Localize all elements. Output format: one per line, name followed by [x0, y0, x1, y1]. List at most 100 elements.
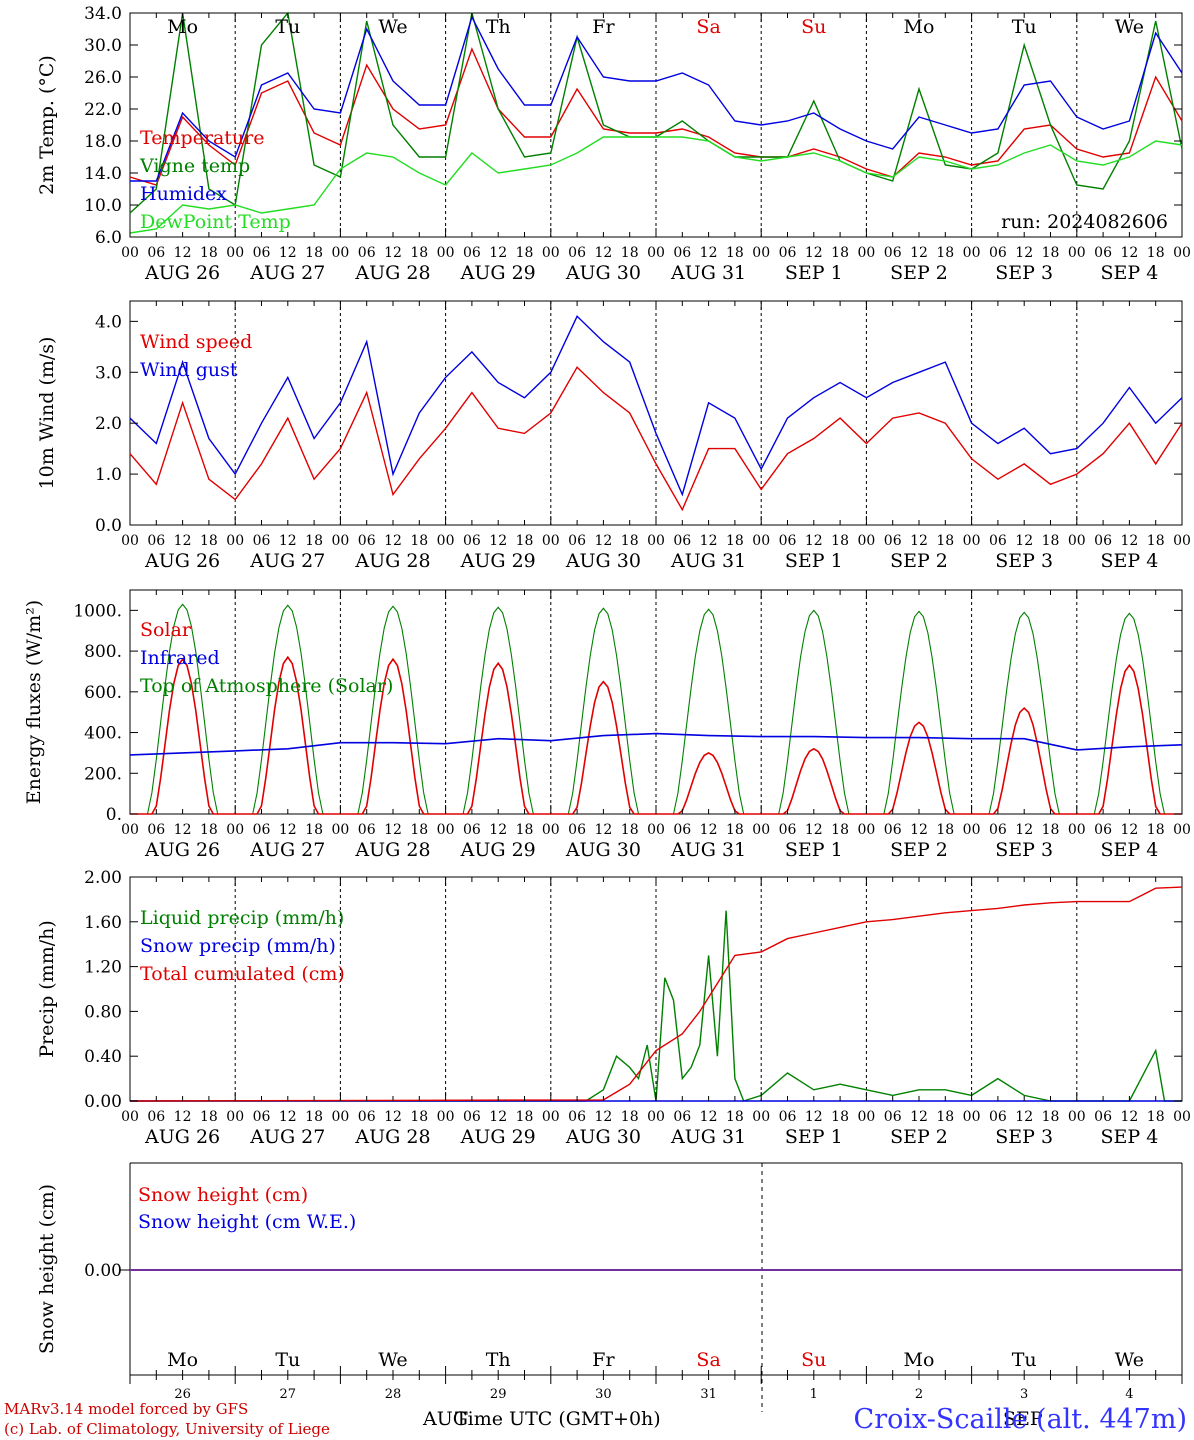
humidex-line [130, 15, 1183, 182]
snow-ytick-label: 0.00 [84, 1261, 122, 1281]
date-label: SEP 2 [890, 839, 948, 861]
snow-weekday-label: Mo [904, 1349, 935, 1371]
date-label: AUG 31 [670, 1126, 746, 1148]
y-tick-label: 14.0 [84, 164, 122, 184]
hour-tick-label: 18 [516, 1109, 534, 1125]
date-label: AUG 30 [565, 839, 641, 861]
hour-tick-label: 12 [1015, 533, 1033, 549]
hour-tick-label: 06 [884, 822, 902, 838]
date-label: SEP 3 [995, 839, 1053, 861]
hour-tick-label: 18 [410, 245, 428, 261]
y-tick-label: 22.0 [84, 100, 122, 120]
energy-panel: 00 06 12 18 00 06 12 18 00 06 12 18 00 06 12 18 00 06 12 18… [23, 589, 1191, 861]
hour-tick-label: 06 [253, 245, 271, 261]
hour-tick-label: 12 [1120, 245, 1138, 261]
hour-tick-label: 00 [226, 822, 244, 838]
hour-tick-label: 12 [1015, 245, 1033, 261]
date-label: AUG 27 [249, 550, 325, 572]
wind-panel: 00 06 12 18 00 06 12 18 00 06 12 18 00 06 12 18 00 06 12 18… [36, 300, 1191, 572]
hour-tick-label: 00 [437, 245, 455, 261]
hour-tick-label: 00 [437, 822, 455, 838]
total-cumulated-cm--line [129, 886, 1183, 1102]
legend-dewpoint: DewPoint Temp [140, 211, 291, 233]
hour-tick-label: 06 [1094, 533, 1112, 549]
hour-tick-label: 12 [1120, 533, 1138, 549]
snow-weekday-label: Th [486, 1349, 511, 1371]
weekday-label: Su [801, 16, 826, 38]
date-label: SEP 3 [995, 1126, 1053, 1148]
hour-tick-label: 12 [1120, 822, 1138, 838]
hour-tick-label: 12 [910, 822, 928, 838]
snow-day-number: 28 [385, 1387, 402, 1402]
date-label: SEP 1 [785, 550, 843, 572]
hour-tick-label: 18 [1147, 1109, 1165, 1125]
hour-tick-label: 18 [200, 533, 218, 549]
snow-weekday-label: We [378, 1349, 407, 1371]
hour-tick-label: 18 [1042, 245, 1060, 261]
hour-tick-label: 12 [594, 533, 612, 549]
date-label: SEP 1 [785, 839, 843, 861]
snow-day-number: 31 [700, 1387, 717, 1402]
snow-day-number: 2 [915, 1387, 923, 1402]
snow-weekday-label: Su [801, 1349, 826, 1371]
hour-tick-label: 00 [331, 245, 349, 261]
hour-tick-label: 00 [647, 533, 665, 549]
y-tick-label: 2.0 [95, 414, 122, 434]
hour-tick-label: 00 [963, 822, 981, 838]
hour-tick-label: 06 [1094, 1109, 1112, 1125]
snow-day-number: 27 [280, 1387, 297, 1402]
hour-tick-label: 06 [989, 822, 1007, 838]
legend-wind-speed: Wind speed [140, 331, 252, 353]
station-title: Croix-Scaille (alt. 447m) [854, 1404, 1187, 1435]
hour-tick-label: 18 [831, 1109, 849, 1125]
date-label: AUG 30 [565, 550, 641, 572]
hour-tick-label: 06 [673, 822, 691, 838]
hour-tick-label: 18 [305, 533, 323, 549]
hour-tick-label: 12 [700, 533, 718, 549]
hour-tick-label: 06 [568, 245, 586, 261]
legend-infrared: Infrared [140, 647, 220, 669]
hour-tick-label: 18 [831, 822, 849, 838]
legend-snow-height: Snow height (cm) [138, 1184, 308, 1206]
y-tick-label: 0.00 [84, 1092, 122, 1112]
hour-tick-label: 00 [1068, 1109, 1086, 1125]
hour-tick-label: 12 [594, 822, 612, 838]
hour-tick-label: 00 [542, 822, 560, 838]
hour-tick-label: 18 [516, 245, 534, 261]
snow-panel: Snow height (cm) 0.00 Snow height (cm) S… [36, 1162, 1183, 1412]
date-label: SEP 3 [995, 262, 1053, 284]
dewpoint-temp-line [129, 136, 1183, 234]
hour-tick-label: 00 [121, 245, 139, 261]
hour-tick-label: 12 [594, 1109, 612, 1125]
hour-tick-label: 12 [489, 533, 507, 549]
date-label: AUG 29 [460, 1126, 536, 1148]
temperature-ylabel: 2m Temp. (°C) [36, 55, 58, 195]
hour-tick-label: 12 [805, 1109, 823, 1125]
hour-tick-label: 00 [752, 533, 770, 549]
wind-gust-line [129, 315, 1183, 497]
y-tick-label: 0.40 [84, 1047, 122, 1067]
y-tick-label: 1000. [73, 601, 122, 621]
y-tick-label: 18.0 [84, 132, 122, 152]
hour-tick-label: 12 [174, 822, 192, 838]
weekday-label: Tu [275, 16, 300, 38]
wind-speed-line [129, 366, 1183, 512]
hour-tick-label: 18 [1042, 1109, 1060, 1125]
snow-day-number: 1 [810, 1387, 818, 1402]
hour-tick-label: 18 [726, 1109, 744, 1125]
hour-tick-label: 12 [174, 533, 192, 549]
hour-tick-label: 06 [779, 533, 797, 549]
y-tick-label: 6.0 [95, 228, 122, 248]
hour-tick-label: 12 [594, 245, 612, 261]
date-label: AUG 28 [354, 839, 430, 861]
y-tick-label: 0.0 [95, 516, 122, 536]
x-axis-title: Time UTC (GMT+0h) [455, 1408, 661, 1430]
hour-tick-label: 00 [1068, 822, 1086, 838]
model-credit: MARv3.14 model forced by GFS [4, 1400, 248, 1418]
hour-tick-label: 06 [989, 1109, 1007, 1125]
date-label: AUG 26 [144, 262, 220, 284]
hour-tick-label: 00 [121, 1109, 139, 1125]
hour-tick-label: 06 [147, 822, 165, 838]
date-label: AUG 28 [354, 1126, 430, 1148]
